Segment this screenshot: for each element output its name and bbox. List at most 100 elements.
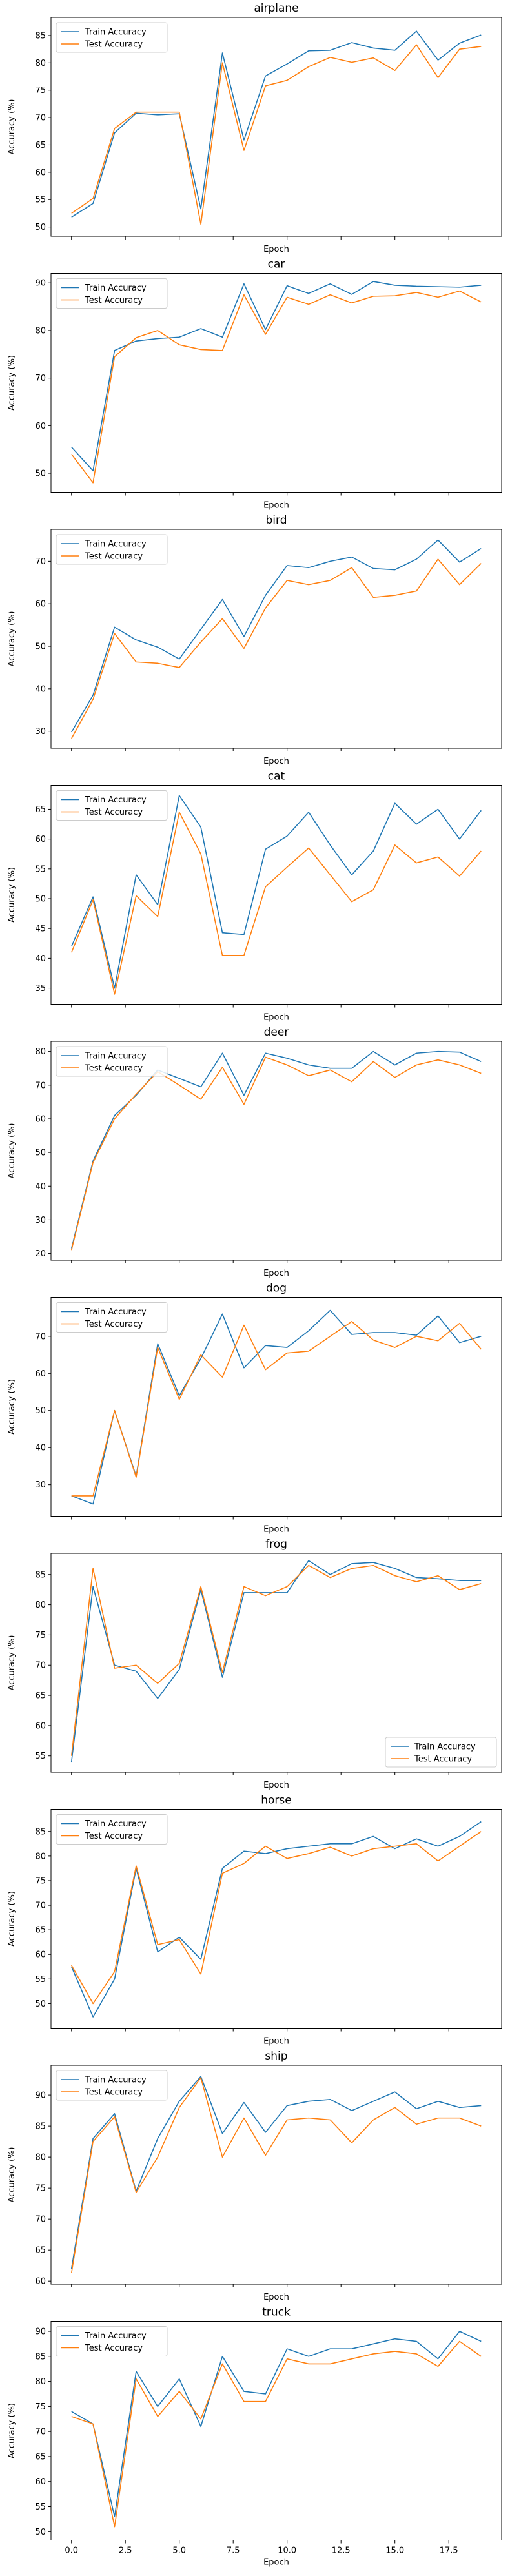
data-point bbox=[458, 42, 460, 44]
data-point bbox=[394, 70, 396, 72]
data-point bbox=[178, 1395, 180, 1396]
y-tick-label: 85 bbox=[35, 1570, 46, 1580]
data-point bbox=[329, 1573, 331, 1575]
data-point bbox=[308, 303, 310, 305]
data-point bbox=[308, 50, 310, 52]
data-point bbox=[351, 1568, 352, 1569]
data-point bbox=[221, 1676, 223, 1678]
data-point bbox=[70, 446, 72, 448]
series-line-test bbox=[70, 812, 482, 995]
data-point bbox=[437, 808, 439, 810]
data-point bbox=[286, 296, 288, 298]
data-point bbox=[416, 1838, 418, 1840]
data-point bbox=[351, 41, 352, 43]
data-point bbox=[178, 658, 180, 660]
series-line-test bbox=[71, 1321, 482, 1497]
y-tick-label: 50 bbox=[35, 895, 46, 905]
data-point bbox=[394, 1848, 396, 1850]
data-point bbox=[221, 954, 223, 956]
data-point bbox=[351, 2142, 352, 2144]
y-tick-label: 70 bbox=[35, 2428, 46, 2437]
legend-box bbox=[56, 534, 168, 565]
data-point bbox=[92, 482, 94, 484]
x-axis-label: Epoch bbox=[263, 501, 289, 511]
chart-title: airplane bbox=[254, 2, 298, 15]
data-point bbox=[178, 2378, 180, 2380]
data-point bbox=[329, 1067, 331, 1069]
data-point bbox=[243, 1850, 245, 1852]
y-tick-label: 65 bbox=[35, 1692, 46, 1701]
data-point bbox=[480, 1582, 482, 1584]
y-tick-label: 55 bbox=[35, 1975, 46, 1985]
series-line-train bbox=[70, 1560, 482, 1763]
data-point bbox=[157, 329, 159, 331]
x-axis-label: Epoch bbox=[263, 1781, 289, 1790]
data-point bbox=[480, 34, 482, 36]
axes-frame bbox=[50, 785, 502, 1005]
data-point bbox=[286, 1064, 288, 1066]
data-point bbox=[70, 1249, 72, 1251]
y-tick-label: 85 bbox=[35, 2352, 46, 2362]
data-point bbox=[437, 1578, 439, 1580]
data-point bbox=[437, 2117, 439, 2119]
data-point bbox=[157, 338, 159, 340]
legend-label-test: Test Accuracy bbox=[85, 2088, 143, 2098]
data-point bbox=[221, 2363, 223, 2365]
data-point bbox=[200, 349, 202, 351]
x-tick-label: 12.5 bbox=[332, 2546, 351, 2556]
data-point bbox=[394, 1332, 396, 1334]
data-point bbox=[286, 564, 288, 566]
data-point bbox=[351, 874, 352, 876]
y-tick-label: 80 bbox=[35, 1047, 46, 1057]
subplot-ship: ship 60 65 70 75 80 85 90 Epoch Accuracy (%) Train… bbox=[7, 2050, 502, 2302]
series-line-test bbox=[71, 2340, 482, 2528]
data-point bbox=[178, 1398, 180, 1400]
data-point bbox=[243, 294, 245, 296]
data-point bbox=[243, 1103, 245, 1105]
data-point bbox=[416, 1335, 418, 1337]
subplot-frog: frog 55 60 65 70 75 80 85 Epoch Accuracy (%) Train… bbox=[7, 1538, 502, 1790]
y-tick-label: 60 bbox=[35, 422, 46, 431]
data-point bbox=[114, 1118, 116, 1119]
data-point bbox=[178, 1084, 180, 1086]
x-axis-label: Epoch bbox=[263, 757, 289, 766]
data-point bbox=[394, 2351, 396, 2353]
data-point bbox=[70, 1964, 72, 1966]
data-point bbox=[200, 2426, 202, 2428]
data-point bbox=[308, 2117, 310, 2119]
y-tick-label: 50 bbox=[35, 469, 46, 479]
data-point bbox=[92, 198, 94, 199]
data-point bbox=[243, 149, 245, 151]
data-point bbox=[243, 635, 245, 637]
subplot-deer: deer 20 30 40 50 60 70 80 Epoch Accuracy (%) Train… bbox=[7, 1026, 502, 1278]
data-point bbox=[200, 208, 202, 210]
data-point bbox=[437, 856, 439, 858]
legend-label-test: Test Accuracy bbox=[85, 40, 143, 50]
legend-box bbox=[56, 2326, 168, 2356]
data-point bbox=[286, 1586, 288, 1588]
data-point bbox=[70, 1761, 72, 1763]
data-point bbox=[480, 45, 482, 47]
data-point bbox=[416, 2353, 418, 2355]
y-tick-label: 60 bbox=[35, 835, 46, 844]
legend-label-test: Test Accuracy bbox=[85, 1832, 143, 1841]
y-tick-label: 30 bbox=[35, 727, 46, 737]
series-line-test bbox=[71, 44, 482, 225]
data-point bbox=[351, 1333, 352, 1335]
x-tick-label: 2.5 bbox=[119, 2546, 132, 2556]
legend-box bbox=[56, 1814, 168, 1845]
data-point bbox=[480, 301, 482, 303]
data-point bbox=[458, 561, 460, 563]
data-point bbox=[221, 2132, 223, 2134]
data-point bbox=[114, 1970, 116, 1972]
data-point bbox=[351, 293, 352, 295]
y-tick-label: 60 bbox=[35, 1114, 46, 1124]
data-point bbox=[135, 661, 137, 663]
legend: Train Accuracy Test Accuracy bbox=[56, 1302, 168, 1333]
data-point bbox=[351, 1081, 352, 1083]
data-point bbox=[308, 584, 310, 586]
data-point bbox=[458, 1845, 460, 1847]
legend-label-train: Train Accuracy bbox=[85, 283, 147, 293]
data-point bbox=[200, 853, 202, 855]
data-point bbox=[286, 2105, 288, 2107]
